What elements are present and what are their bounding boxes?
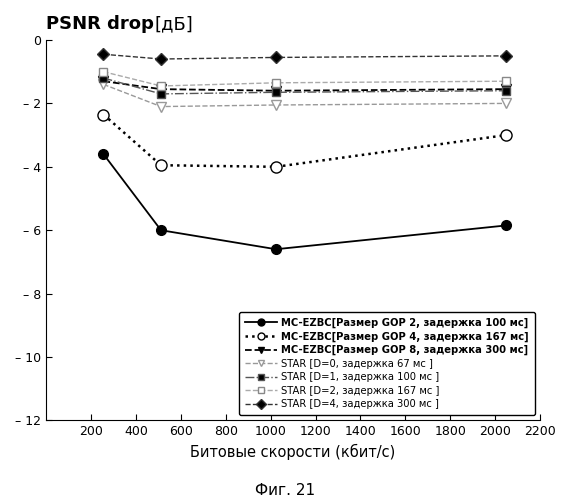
X-axis label: Битовые скорости (кбит/с): Битовые скорости (кбит/с) (191, 444, 396, 460)
Text: [дБ]: [дБ] (154, 15, 193, 33)
Text: PSNR drop: PSNR drop (46, 15, 160, 33)
Legend: MC-EZBC[Размер GOP 2, задержка 100 мс], MC-EZBC[Размер GOP 4, задержка 167 мс], : MC-EZBC[Размер GOP 2, задержка 100 мс], … (239, 312, 535, 416)
Text: Фиг. 21: Фиг. 21 (255, 483, 316, 498)
